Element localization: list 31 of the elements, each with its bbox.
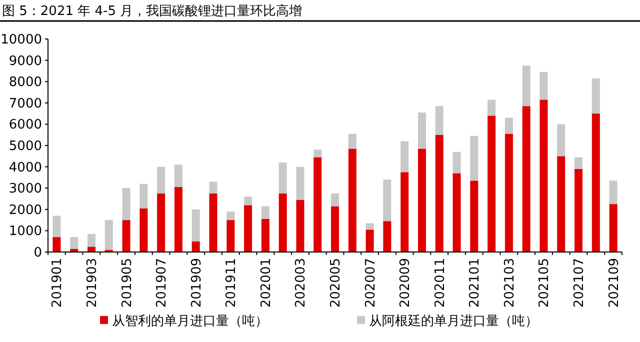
x-tick-label: 202003 [294, 258, 309, 308]
x-tick-label: 201911 [224, 258, 240, 308]
y-tick-label: 7000 [8, 96, 42, 112]
y-tick-label: 2000 [8, 202, 42, 218]
x-tick-label: 201903 [84, 258, 100, 308]
x-tick-label: 201905 [120, 258, 135, 308]
x-tick-label: 201907 [154, 258, 170, 308]
y-tick-label: 4000 [8, 160, 42, 176]
y-tick-label: 5000 [8, 139, 42, 154]
y-tick-label: 8000 [8, 75, 42, 90]
x-tick-label: 202007 [363, 258, 378, 308]
legend-label: 从智利的单月进口量（吨） [112, 314, 268, 329]
legend-label: 从阿根廷的单月进口量（吨） [369, 314, 538, 329]
y-tick-label: 6000 [8, 118, 42, 133]
x-tick-label: 202001 [258, 258, 274, 308]
x-tick-label: 202101 [468, 258, 483, 308]
y-tick-label: 0 [34, 246, 42, 260]
x-tick-label: 202011 [432, 258, 448, 308]
y-tick-label: 1000 [8, 224, 42, 240]
x-tick-label: 202105 [537, 258, 552, 308]
x-tick-label: 201909 [189, 258, 204, 308]
x-tick-label: 202107 [572, 258, 588, 308]
chart-title: 图 5：2021 年 4-5 月，我国碳酸锂进口量环比高增 [2, 3, 302, 19]
y-tick-label: 10000 [0, 32, 42, 48]
y-tick-label: 3000 [8, 182, 42, 197]
x-tick-label: 201901 [50, 258, 66, 308]
x-tick-label: 202005 [328, 258, 344, 308]
x-tick-label: 202103 [502, 258, 518, 308]
x-tick-label: 202109 [606, 258, 622, 308]
y-tick-label: 9000 [8, 54, 42, 69]
x-tick-label: 202009 [398, 258, 414, 308]
